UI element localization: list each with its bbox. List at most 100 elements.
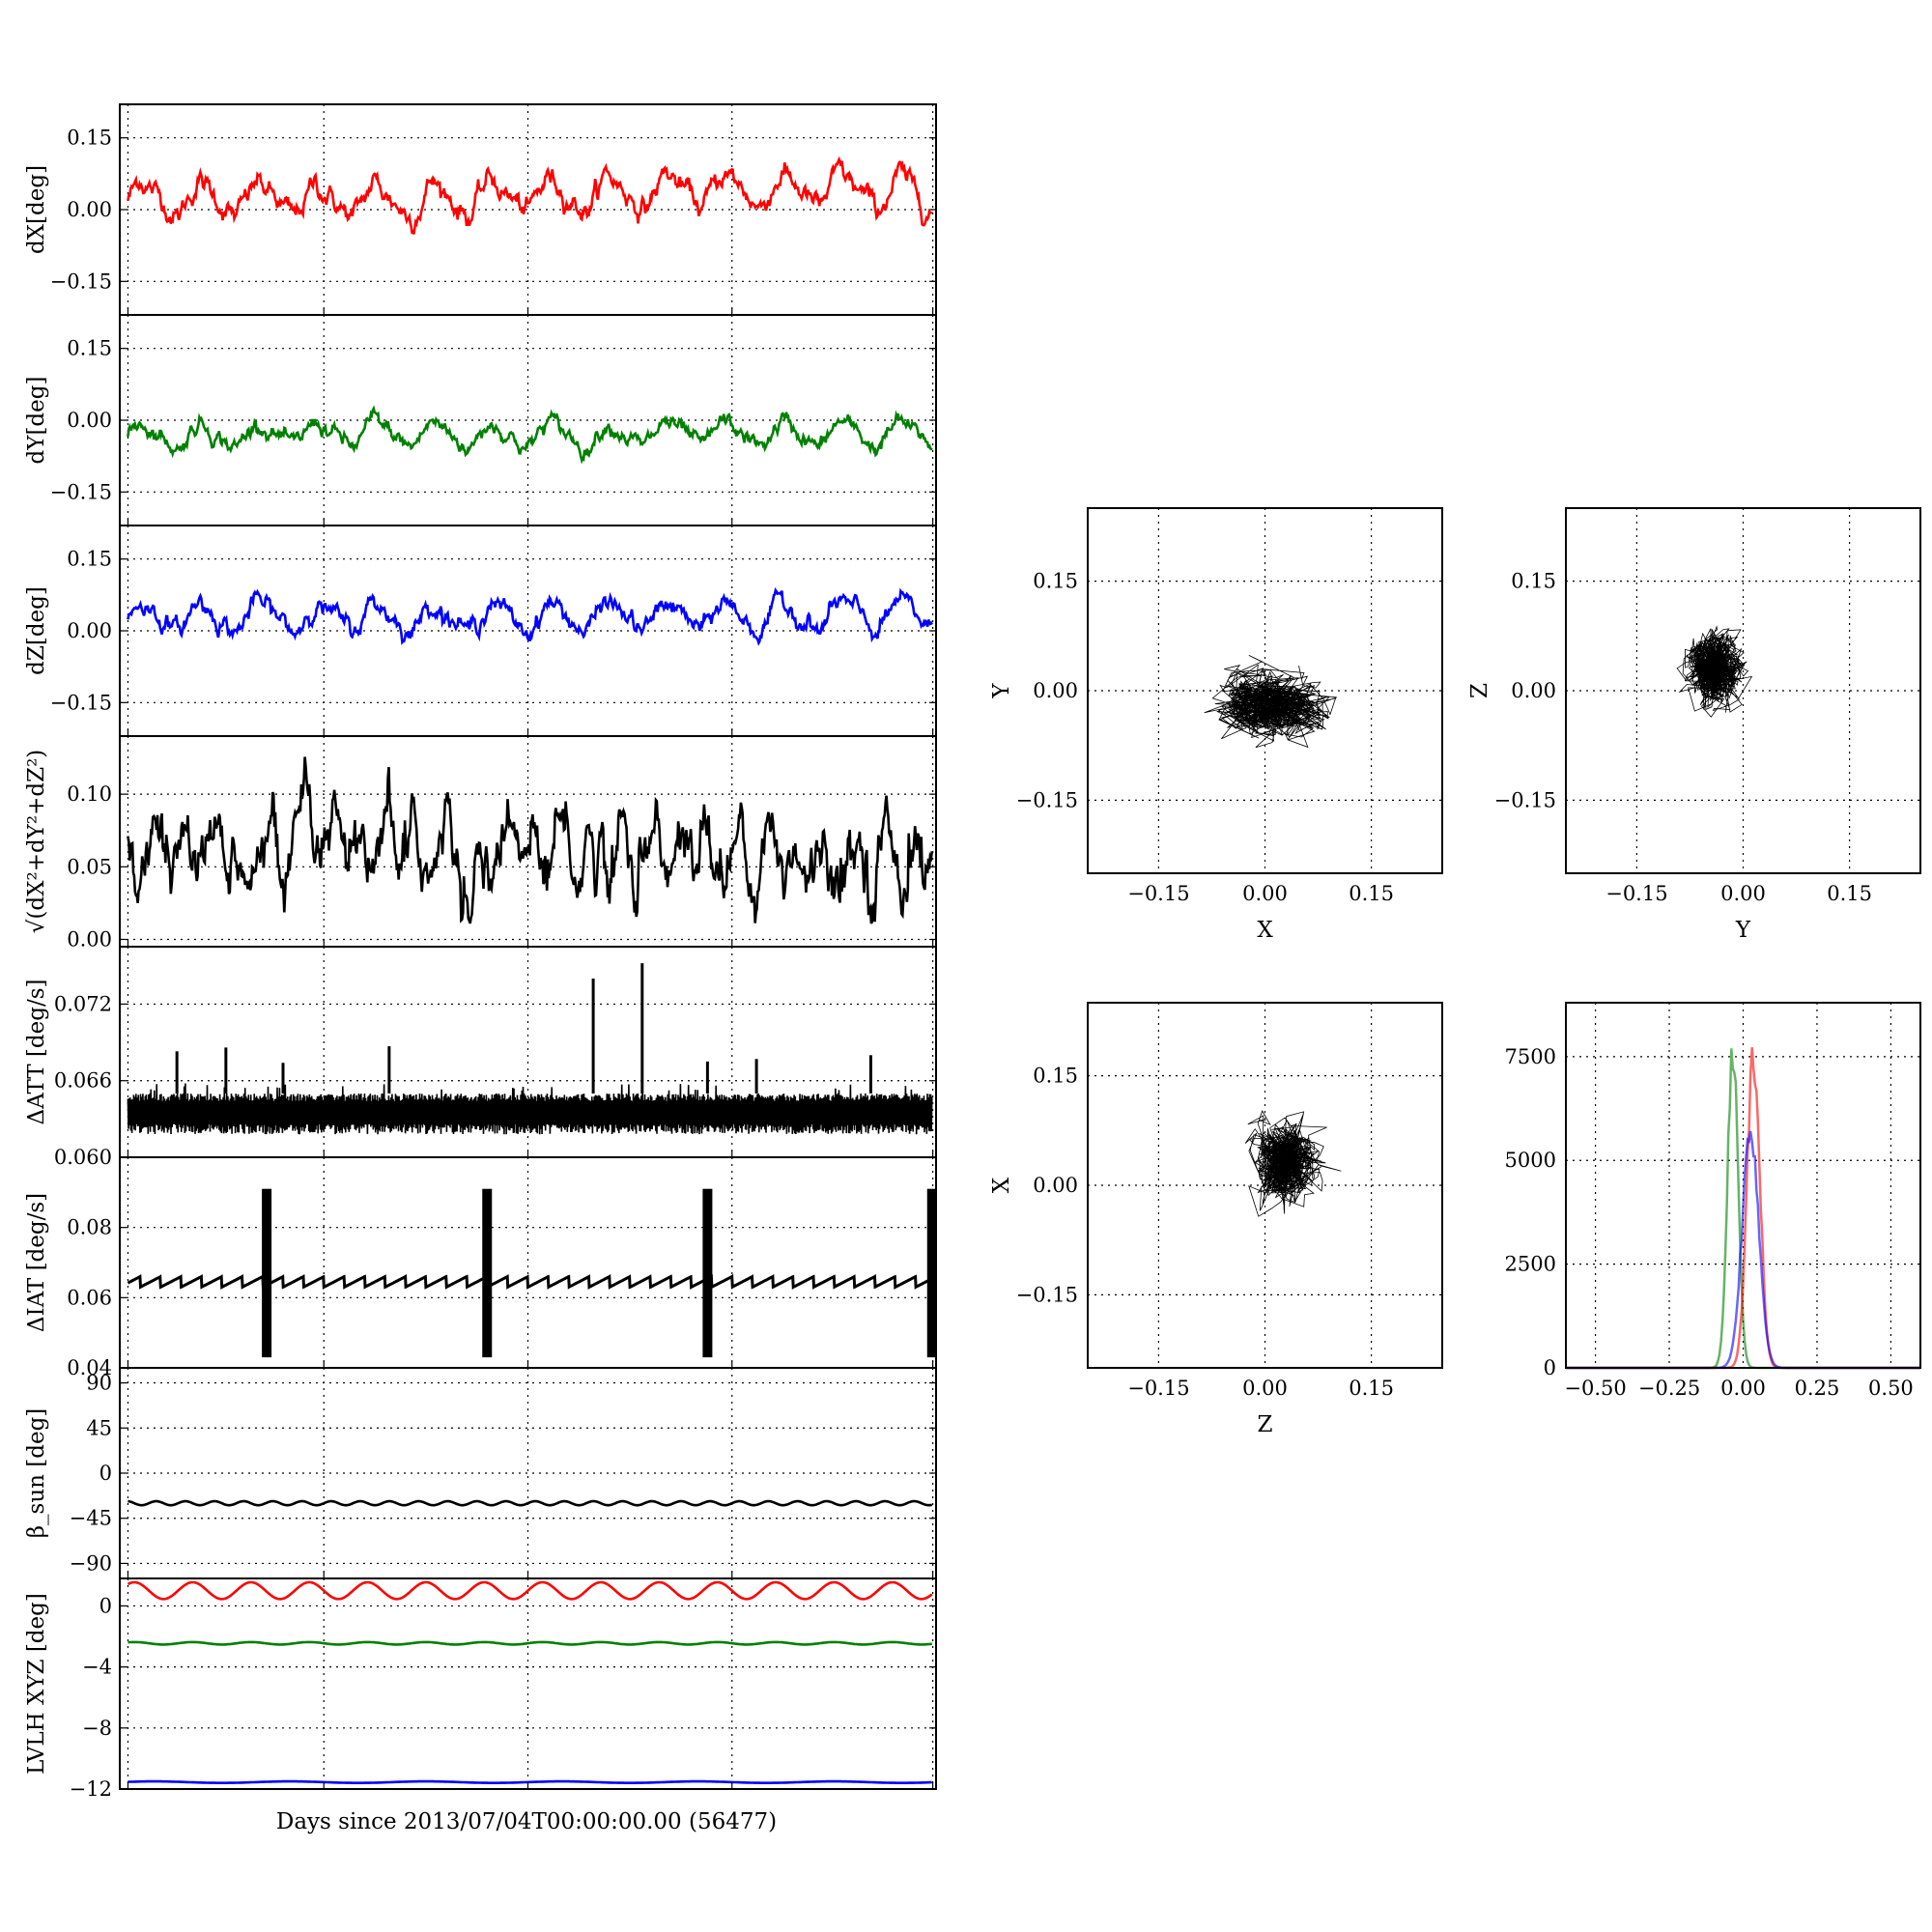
x-axis-label: X (1257, 918, 1273, 943)
x-tick-label: −0.15 (1127, 882, 1189, 905)
panel-frame (119, 1156, 937, 1369)
y-tick-label: 0.05 (67, 855, 112, 878)
scatter-and-histogram-panels: −0.15 0.00 0.15 0.15 0.00 −0.15 X Y −0.15 0.00 0.1… (989, 507, 1921, 1437)
series-line-dY (127, 405, 933, 465)
burst-mark (482, 1188, 493, 1358)
series-line-lvlh (128, 1779, 932, 1784)
y-axis-label: √(dX²+dY²+dZ²) (24, 750, 49, 934)
panel-scatterZX: −0.15 0.00 0.15 0.15 0.00 −0.15 Z X (989, 1002, 1443, 1437)
scatter-trace (1676, 625, 1753, 718)
y-tick-label: 0.00 (1511, 679, 1556, 702)
panel-frame (119, 1577, 937, 1790)
panel-hist: −0.50 −0.25 0.00 0.25 0.50 7500 5000 2500 0 (1505, 1002, 1921, 1400)
y-tick-label: 5000 (1505, 1149, 1556, 1172)
x-tick-label: −0.15 (1127, 1377, 1189, 1400)
y-axis-label: LVLH XYZ [deg] (24, 1593, 49, 1775)
y-tick-label: 0 (99, 1594, 112, 1617)
scatter-trace (1204, 655, 1337, 749)
y-tick-label: 0.00 (67, 619, 112, 642)
y-axis-label: dY[deg] (24, 377, 49, 465)
x-tick-label: 0.00 (1720, 882, 1766, 905)
x-tick-label: −0.50 (1564, 1377, 1626, 1400)
y-tick-label: −0.15 (50, 691, 112, 714)
y-tick-label: −0.15 (50, 480, 112, 503)
series-band-dATT (127, 1083, 933, 1135)
panel-frame (1565, 507, 1921, 874)
x-axis-label: Days since 2013/07/04T00:00:00.00 (56477… (276, 1809, 777, 1834)
y-tick-label: −45 (70, 1507, 112, 1530)
series-line-dR (127, 756, 934, 924)
series-line-dIAT (127, 1273, 933, 1290)
y-axis-label: β_sun [deg] (24, 1408, 49, 1539)
y-axis-label: X (989, 1177, 1014, 1193)
y-tick-label: 0.00 (1033, 679, 1078, 702)
x-tick-label: 0.15 (1827, 882, 1872, 905)
x-tick-label: 0.00 (1242, 882, 1288, 905)
y-tick-label: 0.15 (67, 548, 112, 571)
y-tick-label: 0.072 (54, 992, 112, 1015)
x-tick-label: 0.00 (1242, 1377, 1288, 1400)
burst-mark (262, 1188, 272, 1358)
series-line-beta (128, 1499, 933, 1507)
x-axis-label: Y (1735, 918, 1751, 943)
x-tick-label: 0.00 (1720, 1377, 1766, 1400)
y-tick-label: 0.066 (54, 1069, 112, 1093)
panel-beta: 90 45 0 −45 −90 β_sun [deg] (24, 1367, 937, 1579)
y-tick-label: −12 (70, 1777, 112, 1801)
y-tick-label: 0 (99, 1462, 112, 1485)
y-tick-label: −0.15 (1016, 1283, 1078, 1306)
y-tick-label: 0.08 (67, 1216, 112, 1239)
x-tick-label: 0.25 (1795, 1377, 1840, 1400)
panel-scatterXY: −0.15 0.00 0.15 0.15 0.00 −0.15 X Y (989, 507, 1443, 943)
x-tick-label: −0.15 (1605, 882, 1667, 905)
y-tick-label: 7500 (1505, 1045, 1556, 1068)
burst-mark (926, 1188, 937, 1358)
y-axis-label: Z (1467, 683, 1492, 698)
y-tick-label: 0.15 (1033, 1065, 1078, 1088)
y-axis-label: dZ[deg] (24, 586, 49, 675)
panel-frame (1087, 1002, 1443, 1369)
x-tick-label: 0.50 (1868, 1377, 1914, 1400)
panel-scatterYZ: −0.15 0.00 0.15 0.15 0.00 −0.15 Y Z (1467, 507, 1921, 943)
y-tick-label: 0.04 (67, 1356, 112, 1379)
panel-frame (1565, 1002, 1921, 1369)
x-tick-label: 0.15 (1349, 1377, 1394, 1400)
time-series-panels: 0.150.00−0.15dX[deg]0.150.00−0.15dY[deg]… (24, 103, 937, 1801)
y-tick-label: 0.060 (54, 1146, 112, 1169)
series-line-dX (127, 156, 933, 235)
y-tick-label: 0.15 (67, 127, 112, 150)
y-tick-label: 0.15 (67, 337, 112, 360)
y-tick-label: 0.00 (67, 927, 112, 951)
y-tick-label: 0.00 (67, 409, 112, 432)
y-tick-label: 0.06 (67, 1286, 112, 1309)
y-axis-label: ΔIAT [deg/s] (24, 1193, 49, 1332)
y-tick-label: 0.10 (67, 782, 112, 806)
burst-mark (702, 1188, 713, 1358)
y-tick-label: 0 (1544, 1356, 1556, 1379)
y-tick-label: −0.15 (1494, 788, 1556, 811)
panel-frame (119, 735, 937, 948)
y-tick-label: 45 (86, 1416, 112, 1439)
x-tick-label: 0.15 (1349, 882, 1394, 905)
panel-frame (1087, 507, 1443, 874)
panel-lvlh: 0 −4 −8 −12 LVLH XYZ [deg] (24, 1577, 937, 1801)
y-tick-label: −4 (82, 1656, 112, 1679)
y-tick-label: 0.15 (1511, 570, 1556, 593)
y-axis-label: Y (989, 683, 1014, 699)
y-tick-label: −90 (70, 1551, 112, 1575)
scatter-trace (1244, 1110, 1342, 1217)
y-tick-label: 90 (86, 1372, 112, 1395)
y-tick-label: −8 (82, 1717, 112, 1740)
panel-dR: 0.10 0.05 0.00 √(dX²+dY²+dZ²) (24, 735, 937, 951)
series-line-lvlh (128, 1640, 932, 1646)
y-tick-label: 2500 (1505, 1253, 1556, 1276)
series-line-lvlh (127, 1580, 933, 1601)
y-tick-label: 0.00 (1033, 1174, 1078, 1197)
y-tick-label: 0.00 (67, 198, 112, 221)
x-axis-label: Z (1258, 1412, 1273, 1437)
